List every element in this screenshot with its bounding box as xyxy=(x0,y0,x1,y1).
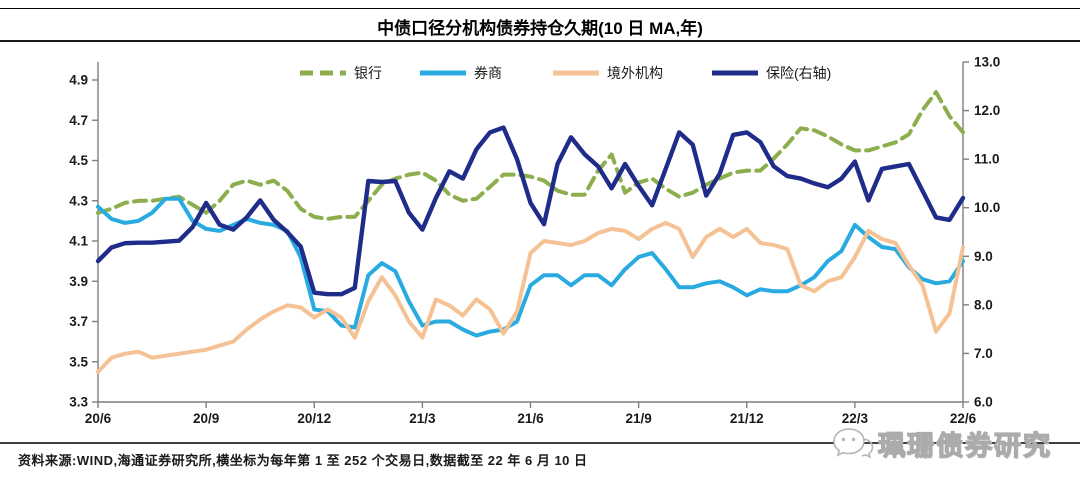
watermark: 珮珊债券研究 xyxy=(832,424,1052,463)
x-tick-label: 21/6 xyxy=(517,411,544,426)
watermark-text: 珮珊债券研究 xyxy=(877,430,1052,461)
chart-title: 中债口径分机构债券持仓久期(10 日 MA,年) xyxy=(377,19,703,38)
right-tick-label: 9.0 xyxy=(974,249,993,264)
right-tick-label: 7.0 xyxy=(974,346,993,361)
top-divider xyxy=(0,8,1080,9)
x-tick-label: 20/12 xyxy=(297,411,331,426)
x-tick-label: 20/9 xyxy=(193,411,219,426)
right-tick-label: 8.0 xyxy=(974,297,993,312)
title-divider xyxy=(0,40,1080,42)
left-tick-label: 3.5 xyxy=(69,354,88,369)
left-tick-label: 4.3 xyxy=(69,193,88,208)
left-tick-label: 3.9 xyxy=(69,274,88,289)
series-line-insurance xyxy=(95,125,966,297)
left-tick-label: 4.5 xyxy=(69,153,88,168)
series-line-overseas xyxy=(96,220,965,374)
right-tick-label: 6.0 xyxy=(974,395,993,410)
legend-label-bank: 银行 xyxy=(354,65,382,81)
legend-label-insurance: 保险(右轴) xyxy=(766,65,831,81)
x-tick-label: 21/12 xyxy=(730,411,764,426)
right-tick-label: 10.0 xyxy=(974,200,1000,215)
right-tick-label: 11.0 xyxy=(974,152,1000,167)
x-tick-label: 21/3 xyxy=(409,411,436,426)
series-line-broker xyxy=(96,196,965,338)
x-tick-label: 22/3 xyxy=(842,411,869,426)
left-tick-label: 4.1 xyxy=(69,234,88,249)
left-tick-label: 4.9 xyxy=(69,73,88,88)
x-tick-label: 21/9 xyxy=(625,411,651,426)
x-tick-label: 20/6 xyxy=(85,411,112,426)
wechat-icon xyxy=(833,427,874,458)
series-line-bank xyxy=(96,90,965,221)
left-tick-label: 4.7 xyxy=(69,113,88,128)
left-tick-label: 3.7 xyxy=(69,314,88,329)
source-note: 资料来源:WIND,海通证券研究所,横坐标为每年第 1 至 252 个交易日,数… xyxy=(18,453,588,468)
right-tick-label: 12.0 xyxy=(974,103,1000,118)
legend-label-overseas: 境外机构 xyxy=(607,65,663,81)
footer-divider xyxy=(0,442,1080,444)
right-tick-label: 13.0 xyxy=(974,55,1000,70)
left-tick-label: 3.3 xyxy=(69,395,88,410)
legend-label-broker: 券商 xyxy=(474,65,502,81)
x-tick-label: 22/6 xyxy=(950,411,977,426)
